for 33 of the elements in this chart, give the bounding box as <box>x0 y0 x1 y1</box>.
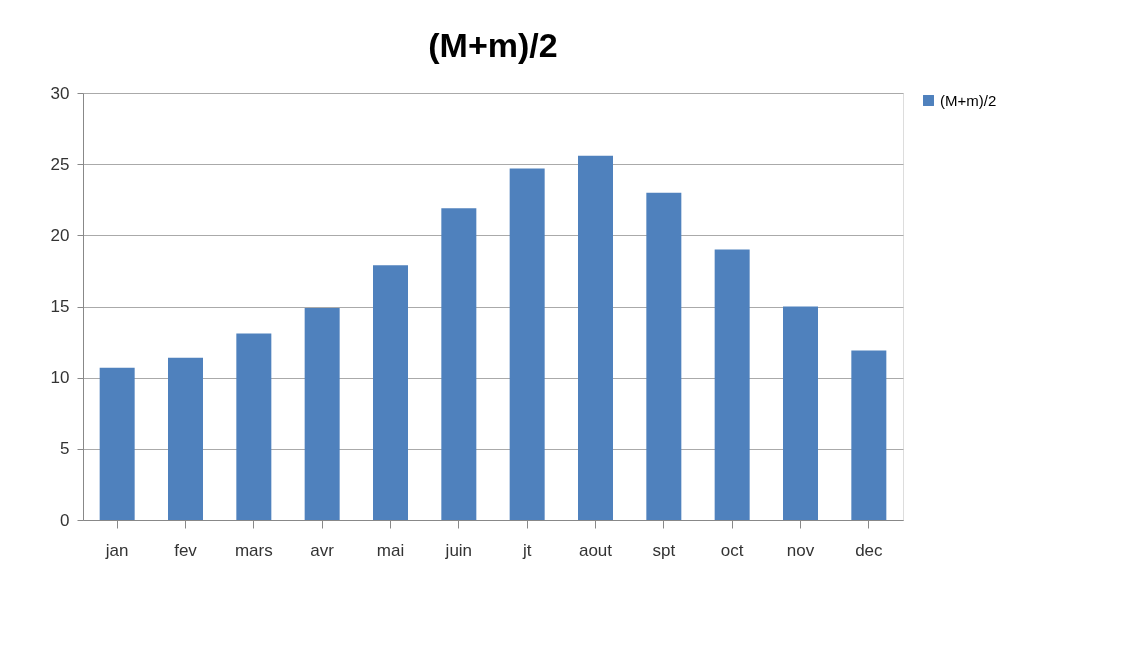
bar <box>578 155 613 520</box>
x-tick-label: aout <box>578 540 613 560</box>
x-tick-label: avr <box>310 540 335 560</box>
bar <box>168 357 203 520</box>
chart-title: (M+m)/2 <box>428 26 558 64</box>
x-tick-label: jt <box>521 540 532 560</box>
y-tick-label: 0 <box>60 510 70 530</box>
x-tick-label: mai <box>376 540 405 560</box>
bar <box>646 192 682 520</box>
x-tick-label: oct <box>720 540 744 560</box>
x-tick-label: jan <box>104 540 129 560</box>
y-tick-label: 25 <box>50 154 70 174</box>
x-tick-label: juin <box>444 540 473 560</box>
bar <box>304 307 340 520</box>
x-tick-label: spt <box>652 540 676 560</box>
x-tick-label: fev <box>174 540 198 560</box>
legend-label: (M+m)/2 <box>940 91 997 109</box>
bar <box>783 306 818 520</box>
y-tick-label: 5 <box>60 439 70 459</box>
y-tick-label: 15 <box>50 297 70 316</box>
bar <box>714 249 750 520</box>
y-tick-label: 10 <box>50 368 70 388</box>
bar <box>99 367 135 520</box>
bar <box>441 208 477 520</box>
bar <box>509 168 545 520</box>
y-tick-label: 20 <box>50 225 70 245</box>
x-tick-label: dec <box>855 540 884 560</box>
bar <box>851 350 887 520</box>
bar <box>373 265 408 520</box>
y-tick-label: 30 <box>50 83 70 103</box>
x-tick-label: mars <box>234 540 273 560</box>
x-tick-label: nov <box>786 540 815 560</box>
bar <box>236 333 272 520</box>
